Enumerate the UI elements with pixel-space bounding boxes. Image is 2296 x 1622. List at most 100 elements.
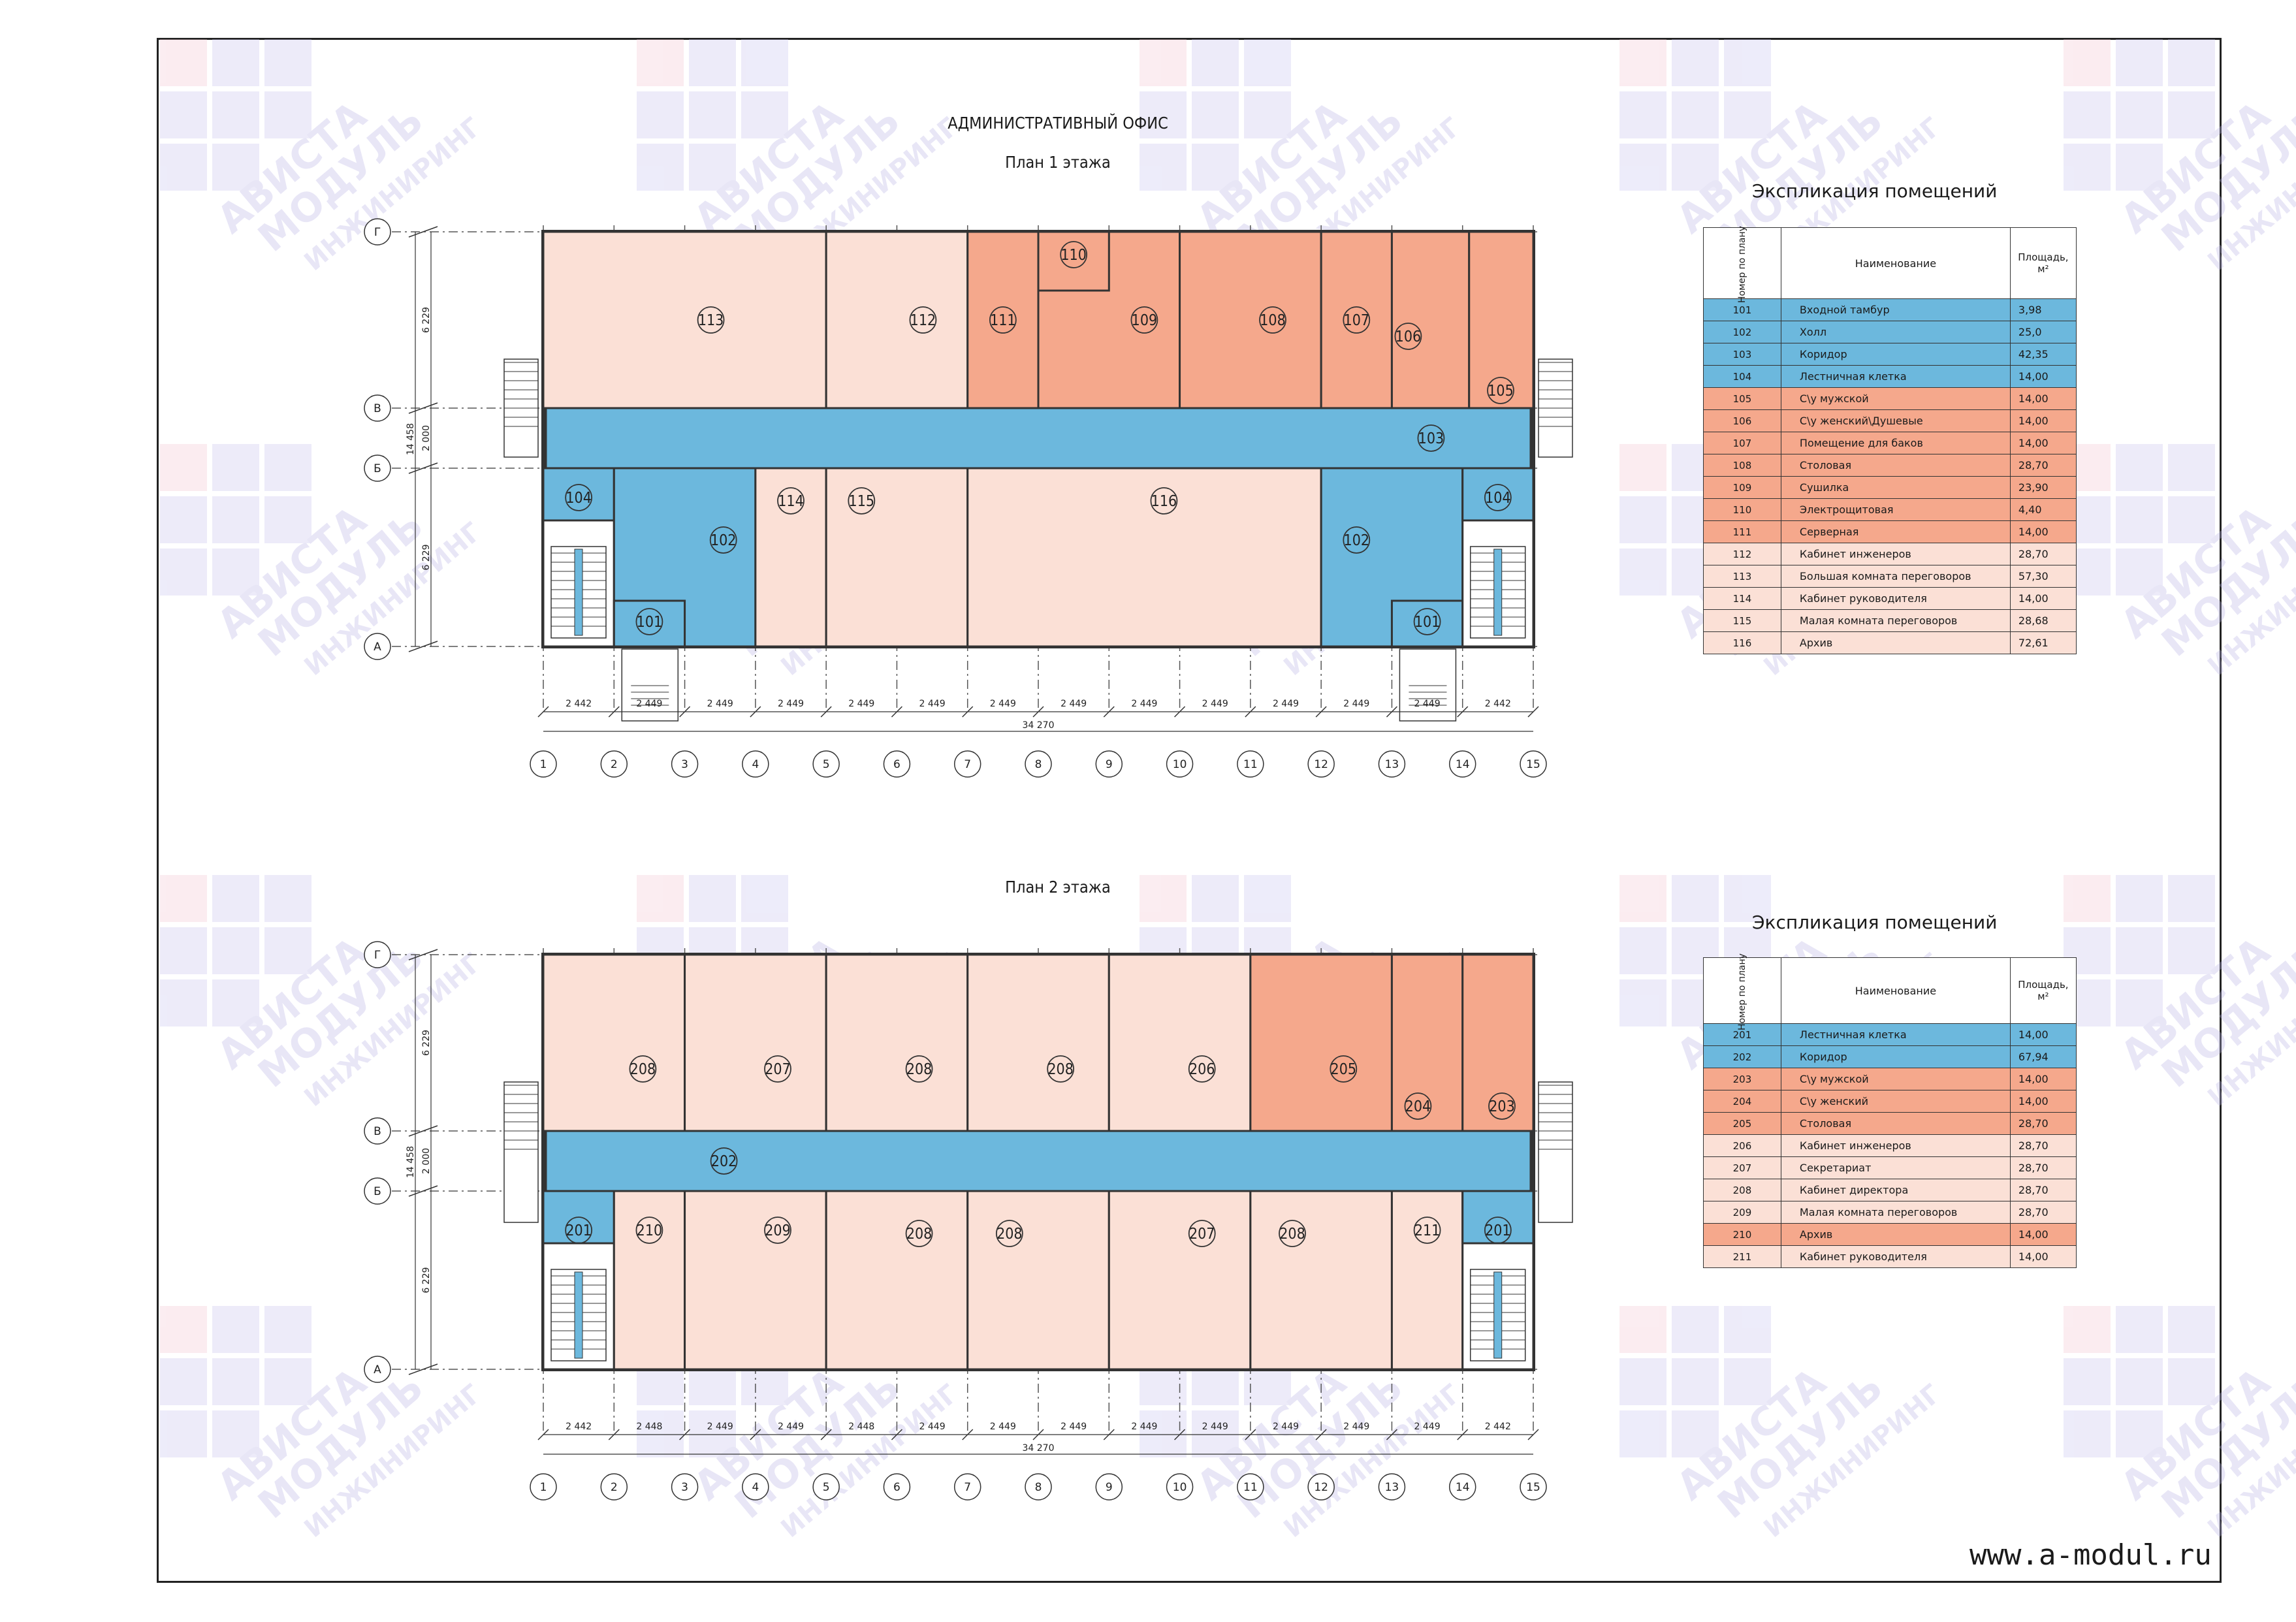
watermark-square [1672,144,1719,191]
cell-num: 205 [1703,1112,1781,1135]
room-label-104-left: 104 [566,490,592,507]
watermark-square [212,444,259,491]
cell-num: 206 [1703,1134,1781,1157]
watermark-logo: АВИСТАМОДУЛЬИНЖИНИРИНГ [2064,39,2296,277]
watermark-square [1619,875,1666,922]
dimension-tick [537,1429,549,1440]
dimension-text: 2 449 [1131,1422,1157,1432]
dimension-tick [1245,1429,1256,1440]
axis-bubble [953,1473,981,1501]
axis-label: 4 [752,758,759,771]
header-area: Площадь, м² [2009,227,2077,299]
explication-table-2: Номер по плану Наименование Площадь, м² … [1703,953,2077,1268]
room-label-106: 106 [1395,328,1422,345]
dimension-tick [962,1429,974,1440]
dimension-tick [408,1125,438,1137]
room-number-circle [1279,1220,1306,1247]
axis-bubble [812,750,840,778]
dimension-text: 2 449 [1202,1422,1228,1432]
table-row: 102 Холл 25,0 [1703,321,2077,343]
cell-num: 109 [1703,476,1781,499]
room-label-205: 205 [1331,1061,1357,1078]
cell-area: 14,00 [2009,387,2077,410]
watermark-square [1672,39,1719,86]
dimension-text: 2 449 [848,699,874,709]
watermark-square [2064,39,2111,86]
watermark-square [1724,91,1771,138]
cell-name: Кабинет руководителя [1780,1245,2011,1268]
axis-label: 13 [1385,1481,1399,1494]
room-number-circle [764,1055,791,1083]
cell-name: Архив [1780,631,2011,654]
table-row: 210 Архив 14,00 [1703,1223,2077,1246]
cell-area: 14,00 [2009,1223,2077,1246]
table-row: 201 Лестничная клетка 14,00 [1703,1023,2077,1046]
stair-well [1493,549,1503,636]
room-label-113: 113 [698,312,724,329]
table-row: 105 С\у мужской 14,00 [1703,387,2077,410]
cell-area: 14,00 [2009,1245,2077,1268]
axis-label: 15 [1526,758,1540,771]
watermark-square [264,1358,311,1405]
cell-name: Столовая [1780,1112,2011,1135]
stair-well [574,549,583,636]
explication-table-1: Номер по плану Наименование Площадь, м² … [1703,226,2077,654]
room-label-203: 203 [1489,1098,1515,1115]
room-label-201-right: 201 [1485,1222,1511,1239]
corridor [545,1130,1532,1192]
stair-flight [550,546,607,639]
dimension-text: 2 449 [990,699,1016,709]
dimension-tick [750,706,761,718]
dimension-text: 2 449 [1060,1422,1087,1432]
dimension-text: 34 270 [1023,1443,1055,1454]
axis-bubble [364,633,391,660]
room-106 [1390,231,1471,409]
dimension-tick [962,706,974,718]
watermark-square [212,496,259,543]
axis-bubble [742,1473,769,1501]
watermark-square [2116,91,2163,138]
watermark-square [264,444,311,491]
room-210 [613,1190,686,1371]
room-number-circle [635,1216,663,1244]
dimension-tick [608,1429,620,1440]
axis-bubble [1025,750,1052,778]
watermark-square [1192,875,1239,922]
watermark-square [2168,39,2215,86]
watermark-logo: АВИСТАМОДУЛЬИНЖИНИРИНГ [1619,1306,1947,1544]
dimension-text: 6 229 [421,544,432,570]
room-206 [1108,953,1252,1132]
watermark-square [1672,1358,1719,1405]
cell-name: Малая комната переговоров [1780,609,2011,632]
watermark-square [1192,1410,1239,1457]
dimension-text: 14 458 [406,423,416,455]
room-number-circle [1150,487,1178,515]
cell-num: 209 [1703,1201,1781,1224]
watermark-square [2168,927,2215,974]
cell-area: 28,70 [2009,543,2077,565]
room-label-115: 115 [849,493,875,510]
axis-label: А [374,641,381,654]
cell-name: Серверная [1780,520,2011,543]
dimension-tick [1315,706,1327,718]
watermark-square [1619,1410,1666,1457]
axis-bubble [1237,750,1264,778]
dimension-text: 2 449 [1131,699,1157,709]
watermark-square [1192,39,1239,86]
cell-num: 110 [1703,498,1781,521]
cell-num: 113 [1703,565,1781,588]
room-107 [1320,231,1393,409]
room-105 [1468,231,1535,409]
table-row: 112 Кабинет инженеров 28,70 [1703,543,2077,565]
dimension-tick [891,1429,902,1440]
stair-flight [550,1269,607,1361]
room-number-circle [1404,1092,1432,1120]
room-208-f [1249,1190,1393,1371]
axis-label: 10 [1173,1481,1187,1494]
watermark-square [1192,144,1239,191]
watermark-square [212,549,259,596]
watermark-logo: АВИСТАМОДУЛЬИНЖИНИРИНГ [2064,444,2296,682]
room-209 [684,1190,827,1371]
axis-bubble [1095,750,1123,778]
cell-num: 101 [1703,298,1781,321]
